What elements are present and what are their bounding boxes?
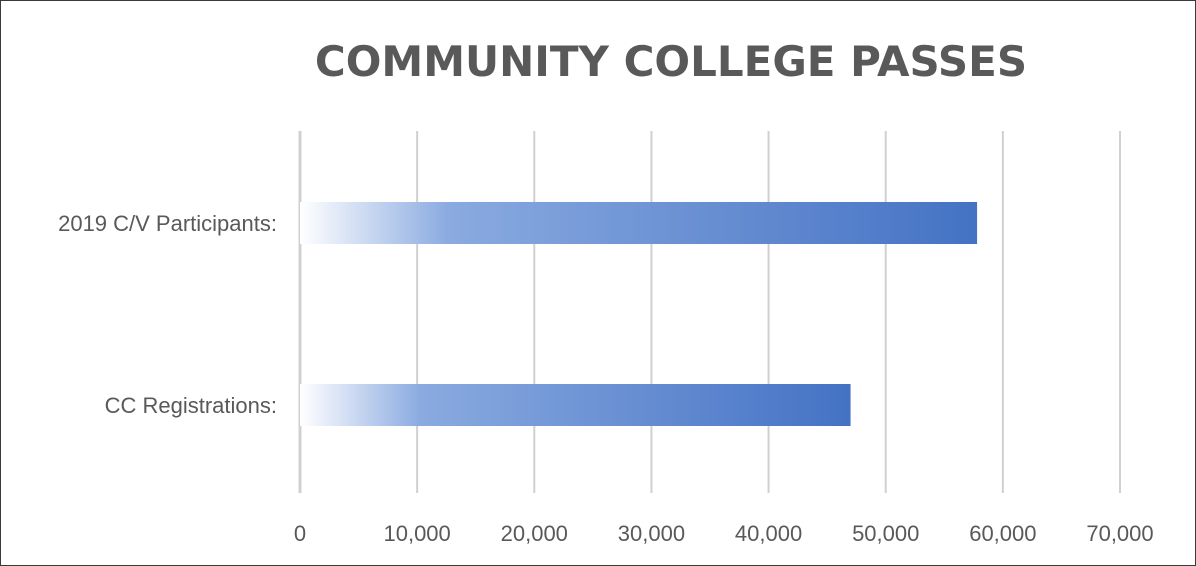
x-axis-ticks: 0 10,000 20,000 30,000 40,000 50,000 60,000 70,… [294, 521, 1154, 546]
x-tick-label: 40,000 [735, 521, 802, 546]
x-tick-label: 0 [294, 521, 306, 546]
x-tick-label: 30,000 [618, 521, 685, 546]
bar [300, 384, 851, 426]
x-tick-label: 70,000 [1086, 521, 1153, 546]
x-tick-label: 20,000 [501, 521, 568, 546]
bars [300, 202, 978, 426]
bar [300, 202, 978, 244]
grid-lines [298, 131, 1121, 493]
category-label: CC Registrations: [105, 393, 277, 418]
category-label: 2019 C/V Participants: [58, 211, 277, 236]
x-tick-label: 60,000 [969, 521, 1036, 546]
chart-title: COMMUNITY COLLEGE PASSES [314, 37, 1028, 86]
category-labels: 2019 C/V Participants: CC Registrations: [58, 211, 277, 418]
x-tick-label: 10,000 [383, 521, 450, 546]
x-tick-label: 50,000 [852, 521, 919, 546]
